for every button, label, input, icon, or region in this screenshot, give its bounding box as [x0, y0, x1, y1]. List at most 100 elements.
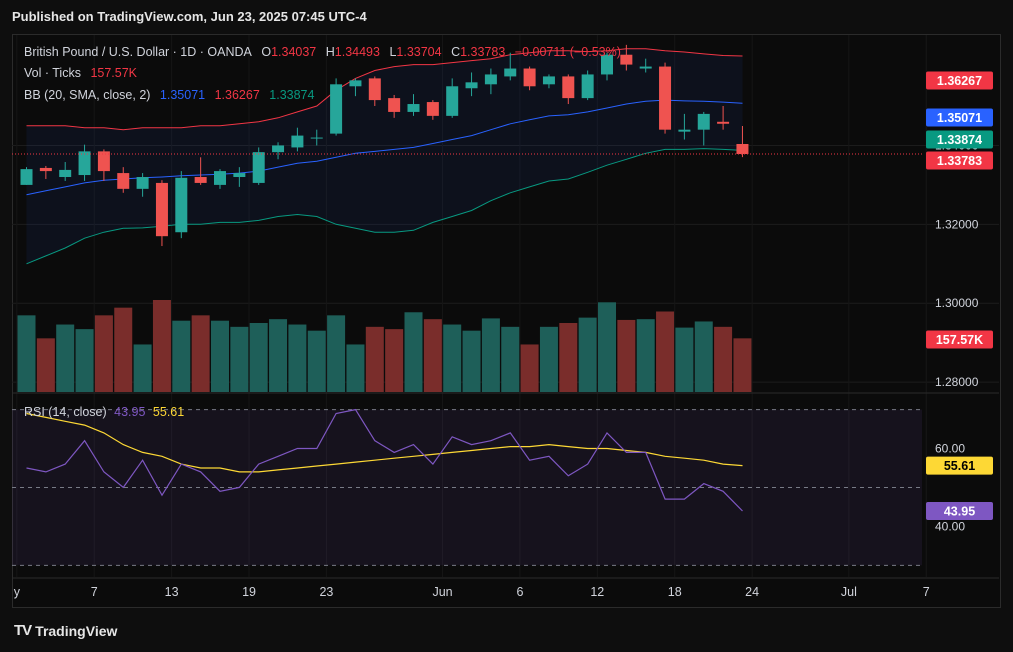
candle-body	[214, 171, 226, 185]
candle-body	[678, 129, 691, 132]
candle-body	[697, 113, 710, 130]
candle-body	[562, 76, 575, 99]
legend-bb-basis: 1.35071	[159, 88, 206, 102]
rsi-badge-box	[926, 502, 993, 521]
volume-badge: 157.57K	[936, 333, 983, 347]
volume-bar	[675, 327, 694, 392]
legend-open-label: O	[261, 45, 272, 59]
candle-body	[20, 169, 33, 185]
candle-body	[252, 152, 265, 183]
candle-body	[310, 137, 323, 139]
legend-main: British Pound / U.S. Dollar · 1D · OANDA…	[24, 45, 623, 59]
candle-body	[446, 86, 459, 116]
volume-bar	[423, 319, 442, 392]
bb-band-fill	[26, 48, 743, 264]
legend-low: 1.33704	[396, 45, 442, 59]
brand-name: TradingView	[35, 622, 118, 639]
candle-body	[736, 143, 749, 155]
volume-bar	[694, 321, 713, 392]
candlesticks	[20, 44, 749, 247]
candle-body	[117, 173, 130, 189]
volume-bar	[288, 324, 307, 392]
volume-bar	[17, 315, 36, 392]
rsi-tick-label: 40.00	[935, 519, 965, 533]
legend-close: 1.33783	[460, 45, 506, 59]
candle-body	[601, 54, 613, 75]
price-badges: 1.36267 1.35071 1.33874 1.33783 157.57K 55.61…	[926, 71, 993, 521]
time-tick-label: Jul	[841, 585, 857, 599]
publish-line: Published on TradingView.com, Jun 23, 20…	[12, 9, 367, 24]
volume-bar	[327, 315, 346, 392]
time-tick-label: 13	[165, 585, 179, 599]
candle-body	[272, 145, 285, 153]
time-tick-label: 23	[319, 585, 333, 599]
rsi-badge: 43.95	[944, 505, 975, 519]
volume-bar	[230, 326, 249, 392]
time-tick-label: 6	[516, 585, 523, 599]
candle-body	[155, 182, 168, 237]
volume-bar	[191, 315, 210, 392]
legend-rsi-label: RSI (14, close)	[24, 405, 107, 419]
legend-open: 1.34037	[271, 45, 317, 59]
rsi-ma-line	[26, 412, 743, 473]
volume-bar	[520, 344, 539, 392]
volume-bar	[307, 330, 326, 392]
candle-body	[368, 78, 381, 101]
candle-body	[465, 82, 478, 89]
volume-bar	[211, 320, 229, 392]
volume-bar	[36, 338, 55, 392]
tradingview-logo-icon: TV	[14, 622, 32, 639]
volume-bar	[365, 326, 384, 392]
brand[interactable]: TV TradingView	[14, 622, 117, 639]
bb-lower-line	[26, 148, 743, 265]
price-badge-box	[926, 71, 993, 90]
volume-bar	[133, 344, 152, 392]
volume-bar	[114, 307, 133, 392]
price-tick-label: 1.30000	[935, 296, 979, 310]
candle-body	[233, 173, 246, 178]
legend-bb-lower: 1.33874	[269, 88, 315, 102]
rsi-band-background	[12, 409, 922, 566]
legend-volume-value: 157.57K	[90, 66, 138, 80]
candle-body	[542, 76, 555, 85]
legend-rsi: RSI (14, close) 43.95 55.61	[24, 405, 186, 419]
candle-body	[523, 68, 536, 87]
legend-volume: Vol · Ticks 157.57K	[24, 66, 139, 80]
candle-body	[97, 151, 110, 172]
legend-low-label: L	[389, 45, 397, 59]
candle-body	[484, 74, 497, 85]
legend-symbol: British Pound / U.S. Dollar · 1D · OANDA	[24, 45, 252, 59]
legend-high-label: H	[325, 45, 335, 59]
volume-bar	[152, 300, 171, 392]
volume-bar	[578, 317, 597, 392]
time-tick-label: y	[14, 585, 21, 599]
volume-bar	[598, 302, 616, 392]
price-badge-box	[926, 108, 993, 127]
candle-body	[291, 135, 304, 148]
candle-body	[194, 177, 207, 183]
candle-body	[581, 74, 594, 99]
candle-body	[639, 66, 652, 69]
legend-bb: BB (20, SMA, close, 2) 1.35071 1.36267 1…	[24, 88, 316, 102]
candle-body	[407, 104, 420, 112]
candle-body	[78, 151, 91, 176]
time-tick-label: Jun	[432, 585, 452, 599]
price-badge: 1.33783	[937, 154, 982, 168]
rsi-line	[26, 408, 743, 512]
volume-bar	[385, 329, 404, 392]
rsi-tick-label: 60.00	[935, 442, 965, 456]
candle-body	[330, 84, 343, 134]
volume-bar	[172, 320, 191, 392]
legend-change: −0.00711 (−0.53%)	[514, 45, 621, 59]
legend-rsi-value: 43.95	[114, 405, 146, 419]
volume-bar	[346, 344, 365, 392]
volume-bar	[636, 319, 655, 392]
price-badge-box	[926, 151, 993, 170]
candle-body	[59, 169, 72, 178]
rsi-badge: 55.61	[944, 459, 975, 473]
volume-bar	[94, 315, 113, 392]
price-badge: 1.33874	[937, 133, 982, 147]
price-tick-label: 1.32000	[935, 217, 979, 231]
candle-body	[620, 54, 633, 65]
